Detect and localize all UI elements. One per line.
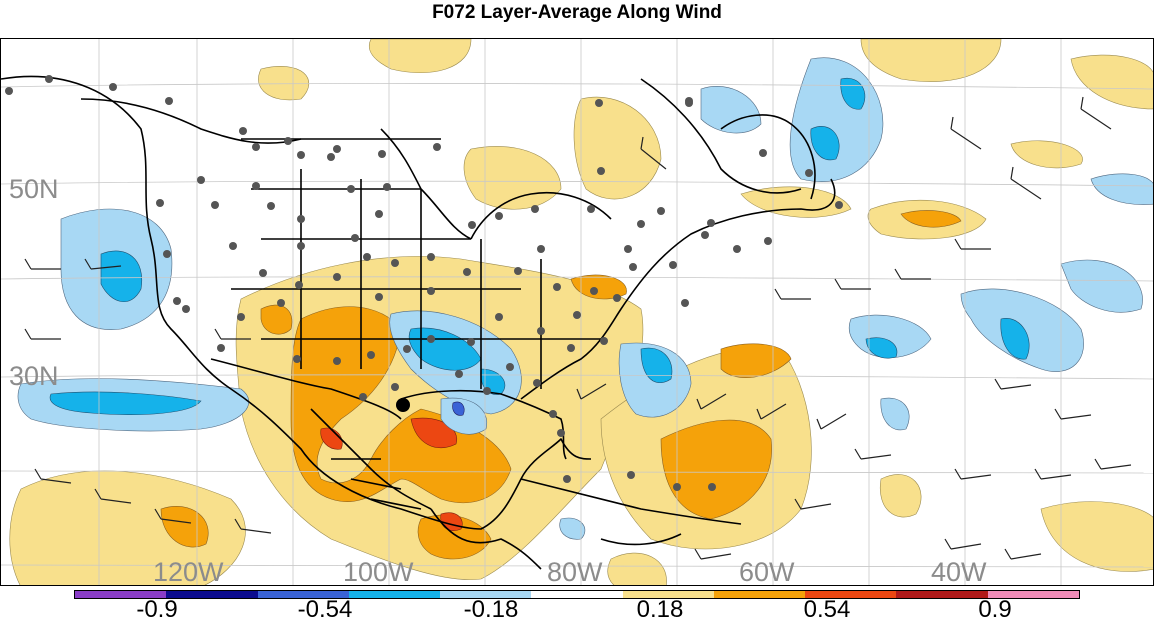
color-legend-segment xyxy=(75,591,167,598)
color-legend-segment xyxy=(531,591,623,598)
legend-tick-label: -0.9 xyxy=(136,596,178,623)
color-legend-segment xyxy=(257,591,349,598)
color-legend-bar xyxy=(74,590,1080,599)
color-legend-segment xyxy=(622,591,714,598)
legend-tick-label: 0.18 xyxy=(636,596,684,623)
wind-barbs xyxy=(24,96,1132,560)
color-legend-segment xyxy=(166,591,258,598)
color-legend-segment xyxy=(987,591,1079,598)
legend-tick-label: 0.54 xyxy=(803,596,851,623)
color-legend-segment xyxy=(805,591,897,598)
chart-title: F072 Layer-Average Along Wind xyxy=(432,2,722,23)
lat-label-30n: 30N xyxy=(9,361,59,391)
map-canvas xyxy=(1,39,1153,585)
lon-label-100w: 100W xyxy=(343,557,414,586)
negative-mid-regions xyxy=(49,77,1030,415)
highlight-station-marker xyxy=(396,398,410,412)
coastlines-and-borders xyxy=(1,75,836,570)
color-legend-segment xyxy=(348,591,441,598)
legend-tick-label: -0.18 xyxy=(463,596,519,623)
lon-label-80w: 80W xyxy=(547,557,603,586)
color-legend-segment xyxy=(713,591,806,598)
lon-label-120w: 120W xyxy=(153,557,224,586)
positive-mid-regions xyxy=(160,210,962,560)
legend-tick-label: 0.9 xyxy=(978,596,1012,623)
negative-strong-region xyxy=(452,401,465,416)
color-legend-segment xyxy=(440,591,532,598)
station-markers xyxy=(5,75,843,491)
lat-label-50n: 50N xyxy=(9,174,59,204)
lon-label-60w: 60W xyxy=(739,557,795,586)
legend-tick-label: -0.54 xyxy=(297,596,353,623)
color-legend-segment xyxy=(896,591,988,598)
lon-label-40w: 40W xyxy=(931,557,987,586)
map-panel: 50N 30N 120W 100W 80W 60W 40W xyxy=(0,38,1154,586)
